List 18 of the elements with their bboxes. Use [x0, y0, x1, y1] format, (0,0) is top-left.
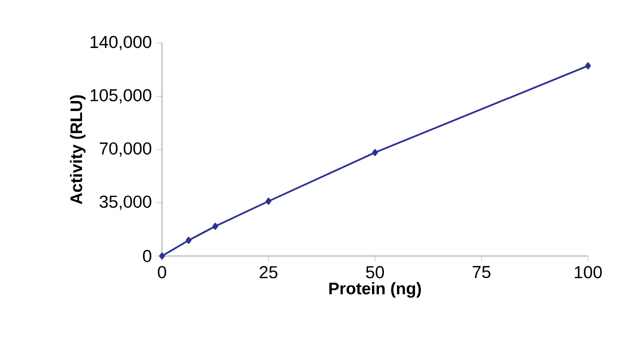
- y-tick-label: 140,000: [90, 36, 152, 50]
- point: [372, 149, 378, 156]
- point: [585, 62, 591, 70]
- x-tick-label: 0: [158, 266, 166, 278]
- y-tick-label: 105,000: [90, 89, 152, 104]
- x-axis-title: Protein (ng): [329, 282, 421, 298]
- x-tick-label: 50: [366, 266, 384, 278]
- y-axis-title: Activity (RLU): [70, 95, 86, 204]
- point: [159, 252, 165, 260]
- x-tick-label: 75: [472, 266, 490, 278]
- point: [186, 236, 192, 244]
- point: [266, 198, 272, 205]
- x-tick-label: 100: [574, 266, 602, 278]
- point: [212, 222, 218, 230]
- y-tick-label: 35,000: [100, 196, 152, 210]
- y-tick-label: 70,000: [100, 142, 152, 157]
- y-tick-label: 0: [142, 250, 152, 262]
- x-tick-label: 25: [260, 266, 278, 278]
